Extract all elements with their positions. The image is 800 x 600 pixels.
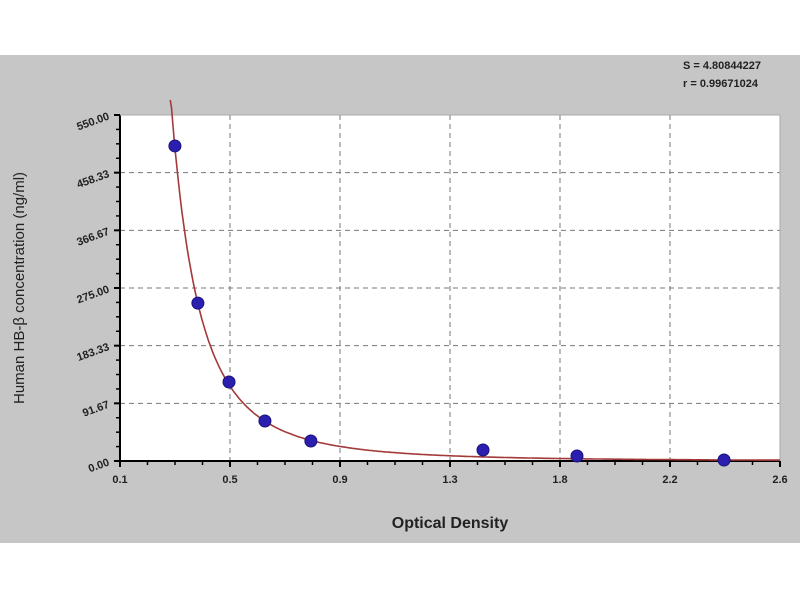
data-point: [168, 139, 182, 153]
x-tick-label: 2.6: [772, 474, 787, 486]
x-tick-label: 0.9: [332, 474, 347, 486]
y-tick-label: 0.00: [87, 457, 111, 476]
data-point: [258, 414, 272, 428]
x-tick-label: 1.8: [552, 474, 567, 486]
x-tick-label: 0.5: [222, 474, 237, 486]
y-tick-label: 366.67: [75, 226, 111, 249]
fit-curve: [169, 99, 780, 461]
y-tick-label: 550.00: [75, 111, 111, 134]
x-tick-label: 2.2: [662, 474, 677, 486]
data-point: [570, 449, 584, 463]
data-point: [222, 375, 236, 389]
data-point: [717, 453, 731, 467]
data-point: [191, 296, 205, 310]
y-tick-label: 91.67: [81, 399, 111, 420]
y-tick-label: 275.00: [75, 284, 111, 307]
x-tick-label: 1.3: [442, 474, 457, 486]
y-axis-label: Human HB-β concentration (ng/ml): [11, 172, 28, 404]
data-point: [476, 443, 490, 457]
x-tick-label: 0.1: [112, 474, 127, 486]
y-tick-label: 458.33: [75, 168, 111, 191]
x-axis-label: Optical Density: [392, 515, 509, 532]
stat-r: r = 0.99671024: [683, 78, 759, 90]
y-tick-label: 183.33: [75, 341, 111, 364]
stat-s: S = 4.80844227: [683, 60, 761, 72]
data-point: [304, 434, 318, 448]
